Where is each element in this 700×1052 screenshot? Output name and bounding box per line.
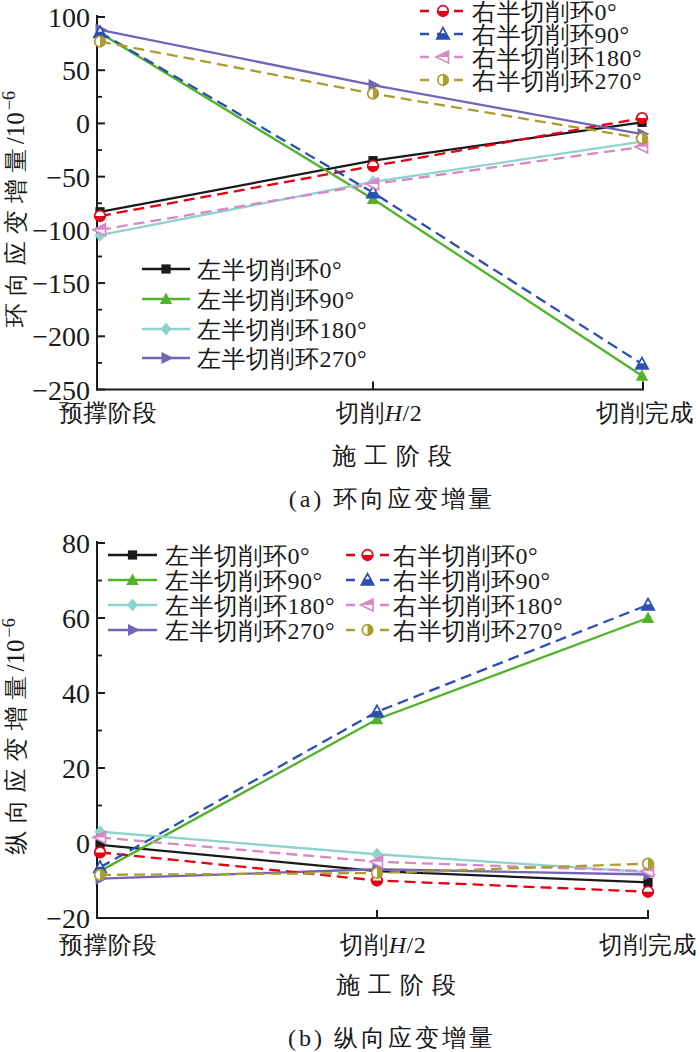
y-tick-label: −20 bbox=[46, 903, 90, 934]
series-right-180 bbox=[93, 141, 648, 236]
x-category-label: 预撑阶段 bbox=[59, 400, 157, 426]
y-tick-label: −200 bbox=[32, 321, 90, 352]
series-left-90 bbox=[94, 612, 654, 877]
y-tick-label: −50 bbox=[46, 162, 90, 193]
legend-label-left-180: 左半切削环180° bbox=[197, 317, 367, 343]
y-axis-title-char: 变 bbox=[3, 738, 29, 762]
marker-triangle-left-half bbox=[436, 51, 449, 63]
legend-label-left-180: 左半切削环180° bbox=[165, 593, 335, 619]
legend-label-right-270: 右半切削环270° bbox=[472, 68, 642, 94]
x-category-label: 切削H/2 bbox=[340, 932, 427, 958]
marker-square bbox=[128, 550, 137, 559]
legend-label-right-270: 右半切削环270° bbox=[393, 618, 563, 644]
y-axis-title-char: 增 bbox=[3, 179, 29, 203]
y-tick-label: 60 bbox=[62, 603, 90, 634]
marker-circle-half-right bbox=[368, 88, 379, 99]
x-axis-title: 施工阶段 bbox=[336, 972, 464, 998]
legend-label-left-90: 左半切削环90° bbox=[197, 287, 355, 313]
y-tick-label: 0 bbox=[76, 828, 90, 859]
x-category-label: 切削H/2 bbox=[336, 400, 423, 426]
marker-circle-half-bottom bbox=[643, 886, 654, 897]
legend: 左半切削环0°左半切削环90°左半切削环180°左半切削环270° bbox=[108, 543, 335, 644]
marker-circle-half-right bbox=[95, 870, 106, 881]
y-tick-label: −150 bbox=[32, 268, 90, 299]
y-tick-label: 40 bbox=[62, 678, 90, 709]
marker-circle-half-bottom bbox=[438, 6, 449, 17]
y-axis-title-exponent: −6 bbox=[0, 618, 19, 637]
figure-page: 100500−50−100−150−200−250预撑阶段切削H/2切削完成施工… bbox=[0, 0, 700, 1052]
y-axis-title-exponent: −6 bbox=[0, 91, 19, 110]
marker-triangle-right bbox=[162, 352, 174, 364]
y-tick-label: 50 bbox=[62, 55, 90, 86]
y-tick-label: 80 bbox=[62, 530, 90, 559]
y-axis-title-char: 变 bbox=[3, 210, 29, 234]
marker-triangle-left-half bbox=[361, 599, 374, 611]
chart-a-canvas: 100500−50−100−150−200−250预撑阶段切削H/2切削完成施工… bbox=[0, 0, 700, 478]
y-tick-label: 0 bbox=[76, 108, 90, 139]
marker-triangle-up-half bbox=[636, 358, 648, 369]
y-axis-title-char: 应 bbox=[3, 241, 29, 265]
y-axis-title-char: 增 bbox=[3, 707, 29, 731]
marker-triangle-up bbox=[642, 612, 654, 623]
legend-label-right-90: 右半切削环90° bbox=[393, 568, 551, 594]
y-axis-title-char: 向 bbox=[3, 800, 29, 824]
marker-circle-half-right bbox=[372, 868, 383, 879]
legend: 右半切削环0°右半切削环90°右半切削环180°右半切削环270° bbox=[420, 0, 642, 94]
marker-circle-half-bottom bbox=[368, 161, 379, 172]
marker-circle-half-right bbox=[438, 75, 449, 86]
x-category-label: 预撑阶段 bbox=[59, 932, 157, 958]
legend-label-left-0: 左半切削环0° bbox=[197, 257, 342, 283]
marker-circle-half-right bbox=[643, 858, 654, 869]
marker-square bbox=[161, 264, 170, 273]
y-axis-title: 纵向应变增量/10 −6 bbox=[0, 618, 29, 854]
y-tick-label: 20 bbox=[62, 753, 90, 784]
legend: 左半切削环0° 左半切削环90° 左半切削环180° 左半切削环270° bbox=[142, 257, 367, 372]
legend-label-left-270: 左半切削环270° bbox=[197, 346, 367, 372]
legend-label-left-270: 左半切削环270° bbox=[165, 618, 335, 644]
marker-triangle-up-half bbox=[371, 705, 383, 716]
legend-label-left-0: 左半切削环0° bbox=[165, 543, 310, 569]
legend-label-left-90: 左半切削环90° bbox=[165, 568, 323, 594]
y-axis-title-char: 纵 bbox=[3, 831, 29, 855]
marker-circle-half-bottom bbox=[637, 113, 648, 124]
y-axis-title-char: 向 bbox=[3, 272, 29, 296]
marker-circle-half-right bbox=[362, 625, 373, 636]
legend-label-right-180: 右半切削环180° bbox=[393, 593, 563, 619]
y-axis-title-char: 量 bbox=[3, 676, 29, 700]
series-right-0 bbox=[95, 113, 648, 222]
y-axis-title-char: 应 bbox=[3, 769, 29, 793]
chart-b-canvas: 80 60 40 20 0 −20预撑阶段 切削H/2 切削完成施工阶段 纵向应变增量/10 −6… bbox=[0, 530, 700, 1020]
series-line-right-90 bbox=[100, 605, 648, 868]
y-axis-title-char: 环 bbox=[3, 303, 29, 327]
x-category-label: 切削完成 bbox=[599, 932, 697, 958]
x-axis-title: 施工阶段 bbox=[332, 443, 460, 469]
marker-triangle-up-half bbox=[642, 598, 654, 609]
marker-diamond bbox=[127, 598, 138, 611]
y-tick-label: 100 bbox=[48, 2, 90, 33]
marker-circle-half-bottom bbox=[95, 211, 106, 222]
marker-circle-half-bottom bbox=[95, 847, 106, 858]
legend-label-right-0: 右半切削环0° bbox=[393, 543, 538, 569]
marker-circle-half-right bbox=[637, 133, 648, 144]
y-axis-title-char: 量 bbox=[3, 148, 29, 172]
y-axis-title: 环向应变增量/10 −6 bbox=[0, 91, 29, 327]
chart-a-caption: (a) 环向应变增量 bbox=[42, 483, 700, 515]
marker-circle-half-bottom bbox=[362, 550, 373, 561]
y-axis-title-unit: /10 bbox=[2, 112, 29, 144]
chart-b-caption: (b) 纵向应变增量 bbox=[42, 1022, 700, 1052]
marker-circle-half-right bbox=[95, 36, 106, 47]
x-category-label: 切削完成 bbox=[596, 400, 694, 426]
marker-triangle-right bbox=[128, 624, 140, 636]
marker-triangle-up bbox=[636, 369, 648, 380]
marker-diamond bbox=[160, 322, 171, 335]
legend: 右半切削环0°右半切削环90°右半切削环180°右半切削环270° bbox=[346, 543, 563, 644]
y-axis-title-unit: /10 bbox=[2, 640, 29, 672]
y-tick-label: −100 bbox=[32, 215, 90, 246]
series-line-left-90 bbox=[100, 618, 648, 871]
